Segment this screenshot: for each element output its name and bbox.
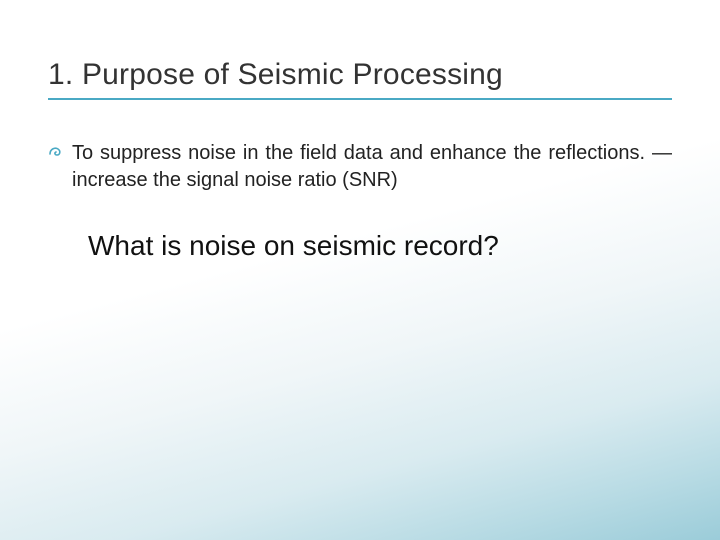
title-underline [48,98,672,100]
bullet-row: To suppress noise in the field data and … [48,140,672,194]
slide-title: 1. Purpose of Seismic Processing [48,58,672,92]
slide: 1. Purpose of Seismic Processing To supp… [0,0,720,540]
title-block: 1. Purpose of Seismic Processing [48,58,672,100]
body-block: To suppress noise in the field data and … [48,140,672,194]
question-text: What is noise on seismic record? [88,230,499,262]
curl-bullet-icon [48,144,66,165]
bullet-text: To suppress noise in the field data and … [72,140,672,194]
bullet-text-prefix: To suppress noise in the field data and … [72,142,652,164]
